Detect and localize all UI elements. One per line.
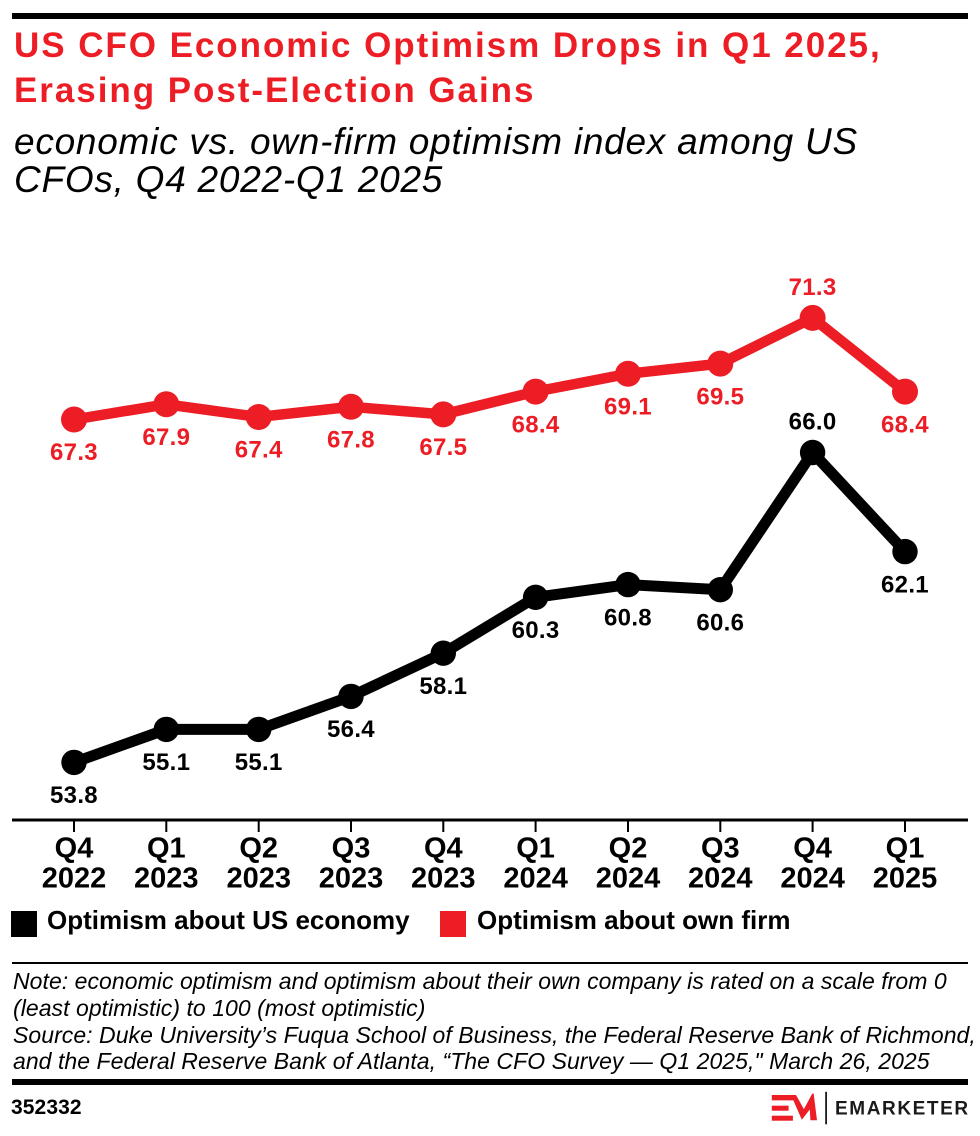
svg-text:68.4: 68.4 [512,411,560,438]
svg-text:53.8: 53.8 [50,782,98,809]
svg-text:60.3: 60.3 [512,617,560,644]
svg-text:58.1: 58.1 [419,673,467,700]
svg-text:2024: 2024 [780,862,845,894]
svg-text:67.4: 67.4 [235,437,283,464]
svg-text:67.5: 67.5 [419,434,467,461]
svg-text:69.5: 69.5 [696,383,744,410]
svg-text:69.1: 69.1 [604,394,652,421]
svg-text:66.0: 66.0 [789,409,837,436]
svg-text:Q4: Q4 [793,833,832,865]
svg-text:56.4: 56.4 [327,716,375,743]
svg-text:2023: 2023 [134,862,199,894]
svg-text:60.8: 60.8 [604,604,652,631]
svg-text:2025: 2025 [873,862,938,894]
svg-text:2023: 2023 [319,862,384,894]
svg-text:Q1: Q1 [886,833,925,865]
svg-text:Q3: Q3 [701,833,740,865]
svg-text:71.3: 71.3 [789,274,837,301]
svg-text:2023: 2023 [226,862,291,894]
svg-text:67.3: 67.3 [50,439,98,466]
svg-text:55.1: 55.1 [142,749,190,776]
svg-text:2022: 2022 [42,862,107,894]
svg-text:2024: 2024 [596,862,661,894]
svg-text:2023: 2023 [411,862,476,894]
svg-text:55.1: 55.1 [235,749,283,776]
svg-text:Q3: Q3 [332,833,371,865]
svg-text:60.6: 60.6 [696,609,744,636]
svg-text:67.8: 67.8 [327,427,375,454]
svg-text:67.9: 67.9 [142,424,190,451]
svg-text:Q2: Q2 [239,833,278,865]
svg-text:Q1: Q1 [147,833,186,865]
svg-text:2024: 2024 [503,862,568,894]
svg-text:68.4: 68.4 [881,411,929,438]
svg-text:Q2: Q2 [609,833,648,865]
svg-text:62.1: 62.1 [881,571,929,598]
svg-text:Q4: Q4 [55,833,94,865]
svg-text:Q4: Q4 [424,833,463,865]
svg-text:2024: 2024 [688,862,753,894]
svg-text:EMARKETER: EMARKETER [835,1099,970,1120]
svg-text:Q1: Q1 [516,833,555,865]
